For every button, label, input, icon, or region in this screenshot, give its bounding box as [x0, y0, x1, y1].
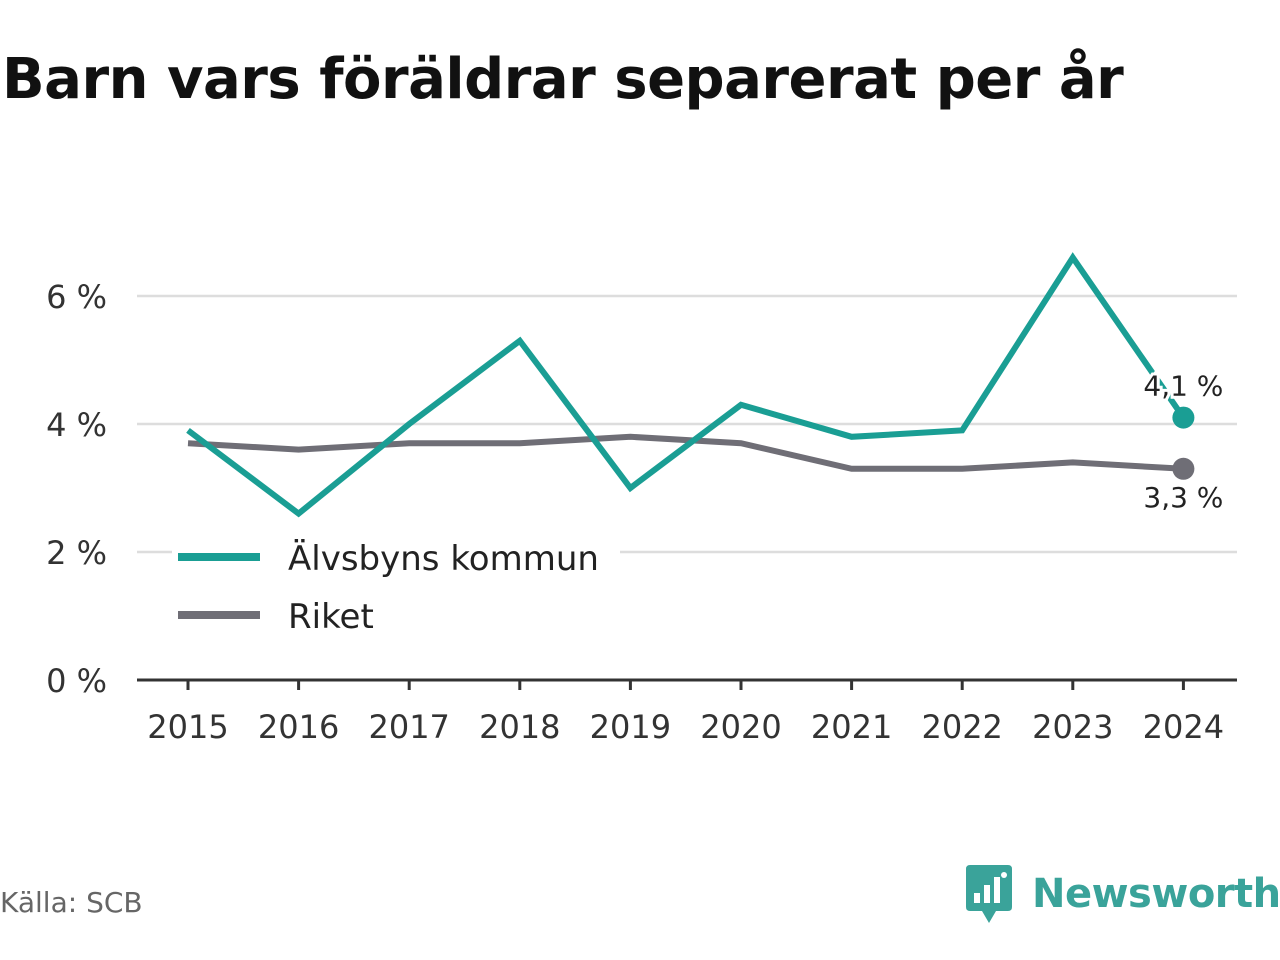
y-axis: 0 % 2 % 4 % 6 %: [46, 278, 107, 700]
x-tick-label: 2022: [921, 708, 1002, 746]
x-tick-label: 2021: [811, 708, 892, 746]
x-tick-label: 2023: [1032, 708, 1113, 746]
brand-name: Newsworthy: [1032, 871, 1280, 917]
end-markers: 4,1 % 3,3 %: [1140, 367, 1226, 517]
y-tick-label: 4 %: [46, 406, 107, 444]
legend-label: Riket: [288, 597, 374, 637]
end-label: 3,3 %: [1143, 481, 1223, 514]
source-note: Källa: SCB: [0, 886, 143, 919]
x-tick-label: 2019: [590, 708, 671, 746]
y-tick-label: 6 %: [46, 278, 107, 316]
brand-logo: Newsworthy: [964, 862, 1280, 926]
chart-title: Barn vars föräldrar separerat per år: [2, 47, 1124, 112]
x-tick-label: 2015: [147, 708, 228, 746]
x-tick-label: 2016: [258, 708, 339, 746]
x-tick-label: 2017: [368, 708, 449, 746]
x-tick-label: 2024: [1143, 708, 1224, 746]
x-tick-label: 2020: [700, 708, 781, 746]
end-marker: [1172, 406, 1195, 429]
series-line-riket: [187, 433, 1184, 472]
newsworthy-logo-icon: [966, 865, 1012, 923]
series-line-älvsbyns-kommun: [186, 252, 1186, 518]
y-tick-label: 2 %: [46, 534, 107, 572]
legend-label: Älvsbyns kommun: [288, 539, 599, 579]
legend: Älvsbyns kommun Riket: [172, 535, 620, 637]
x-axis: 2015 2016 2017 2018 2019 2020 2021 2022 2023 2024: [137, 678, 1237, 746]
y-tick-label: 0 %: [46, 662, 107, 700]
end-label: 4,1 %: [1143, 370, 1223, 403]
x-tick-label: 2018: [479, 708, 560, 746]
series-lines: [186, 252, 1186, 518]
end-marker: [1172, 457, 1195, 480]
